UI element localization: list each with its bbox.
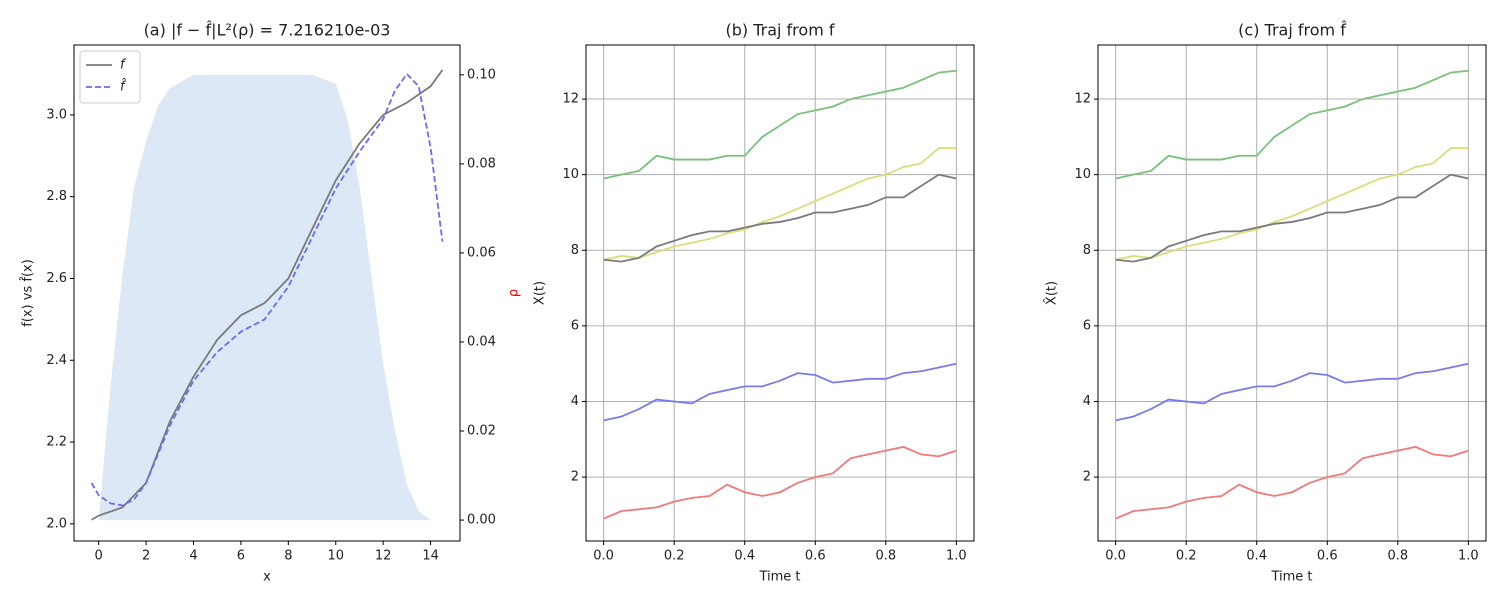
axes-frame [585, 44, 975, 542]
x-tick-label: 10 [327, 549, 344, 564]
y2-tick-label: 0.08 [467, 156, 496, 171]
line [1115, 69, 1469, 180]
y-tick-label: 12 [1074, 92, 1091, 107]
x-tick-label: 14 [422, 549, 439, 564]
y-axis-label: f(x) vs f̂(x) [20, 259, 35, 327]
x-axis-label: x [263, 570, 271, 585]
line [1115, 445, 1469, 520]
y-tick-label: 3.0 [46, 107, 67, 122]
y2-tick-label: 0.04 [467, 334, 496, 349]
y2-tick-label: 0.00 [467, 513, 496, 528]
line [1115, 173, 1469, 263]
series-group [603, 69, 957, 520]
x-tick-label: 0.4 [1246, 549, 1267, 564]
line [603, 173, 957, 263]
x-tick-label: 0.8 [1387, 549, 1408, 564]
x-tick-label: 0.8 [875, 549, 896, 564]
y-tick-label: 8 [1083, 243, 1091, 258]
x-tick-label: 4 [189, 549, 197, 564]
y-tick-label: 10 [1074, 167, 1091, 182]
y-axis-label: X̂(t) [1044, 281, 1059, 305]
y-tick-label: 2.2 [46, 435, 67, 450]
legend-label: f̂ [120, 79, 127, 94]
x-tick-label: 0.4 [734, 549, 755, 564]
series-group [90, 69, 444, 521]
y-axis-label: X(t) [533, 281, 548, 305]
x-tick-label: 2 [142, 549, 150, 564]
y2-axis-label: ρ [507, 289, 522, 297]
series-group [1115, 69, 1469, 520]
y-tick-label: 2.6 [46, 271, 67, 286]
legend-label: f [120, 58, 127, 73]
line [603, 69, 957, 180]
panel: 0.0 0.2 0.4 0.6 0.8 1.0 2 4 6 8 10 12 (b) Traj from … [533, 21, 975, 585]
y2-tick-label: 0.02 [467, 424, 496, 439]
density-area [98, 74, 431, 521]
y2-tick-label: 0.06 [467, 245, 496, 260]
x-axis-label: Time t [1270, 570, 1312, 585]
y-tick-label: 6 [571, 318, 579, 333]
y-tick-label: 8 [571, 243, 579, 258]
line [603, 362, 957, 422]
legend-box [79, 50, 141, 104]
x-axis-label: Time t [758, 570, 800, 585]
chart-title: (a) |f − f̂|L²(ρ) = 7.216210e-03 [144, 21, 391, 40]
y-tick-label: 2.0 [46, 516, 67, 531]
x-tick-label: 12 [375, 549, 392, 564]
y-tick-label: 10 [562, 167, 579, 182]
line [1115, 147, 1469, 261]
x-tick-label: 1.0 [1458, 549, 1479, 564]
y-tick-label: 4 [1083, 394, 1091, 409]
chart-title: (b) Traj from f [725, 21, 834, 40]
x-tick-label: 8 [284, 549, 292, 564]
y-tick-label: 2.4 [46, 353, 67, 368]
y-tick-label: 6 [1083, 318, 1091, 333]
y-tick-label: 2.8 [46, 189, 67, 204]
line [90, 72, 444, 507]
axes-frame [73, 44, 461, 542]
x-tick-label: 0.0 [1105, 549, 1126, 564]
y-tick-label: 2 [571, 470, 579, 485]
line [603, 147, 957, 261]
x-tick-label: 0 [95, 549, 103, 564]
x-tick-label: 1.0 [946, 549, 967, 564]
line [1115, 362, 1469, 422]
panel: 0 2 4 6 8 10 12 14 2.0 2.2 2.4 2.6 2.8 3.0 0.00 0.02 0.0… [20, 21, 521, 585]
x-tick-label: 0.2 [1176, 549, 1197, 564]
panel: 0.0 0.2 0.4 0.6 0.8 1.0 2 4 6 8 10 12 (c) Traj from … [1044, 21, 1487, 585]
line [91, 69, 444, 521]
axes-frame [1097, 44, 1487, 542]
y2-tick-label: 0.10 [467, 67, 496, 82]
y-tick-label: 12 [562, 92, 579, 107]
y-tick-label: 2 [1083, 470, 1091, 485]
y-tick-label: 4 [571, 394, 579, 409]
x-tick-label: 0.0 [593, 549, 614, 564]
x-tick-label: 6 [237, 549, 245, 564]
x-tick-label: 0.6 [1317, 549, 1338, 564]
line [603, 445, 957, 520]
x-tick-label: 0.2 [664, 549, 685, 564]
chart-title: (c) Traj from f̂ [1238, 21, 1347, 40]
x-tick-label: 0.6 [805, 549, 826, 564]
